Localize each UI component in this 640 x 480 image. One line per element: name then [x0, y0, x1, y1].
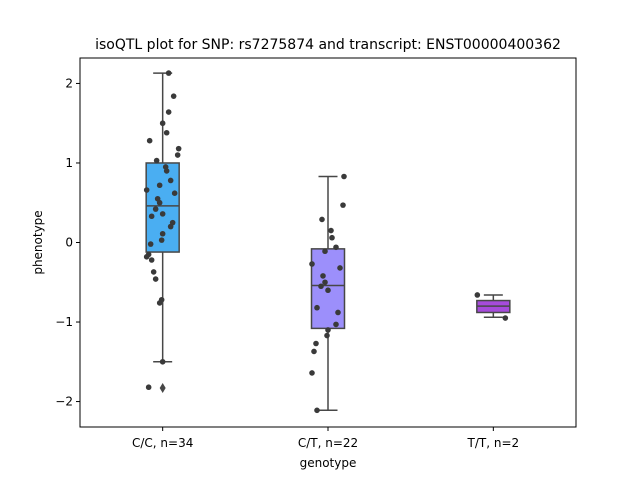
data-point	[156, 182, 163, 189]
data-point	[325, 327, 331, 333]
data-point	[318, 283, 324, 290]
data-point	[147, 241, 154, 247]
box-group	[476, 294, 511, 319]
data-point	[163, 168, 170, 174]
y-tick-label: −2	[55, 395, 73, 409]
box-group	[145, 72, 180, 394]
data-point	[335, 309, 341, 316]
data-point	[474, 292, 481, 298]
data-point	[146, 137, 153, 144]
y-axis: −2 −1 0 1 2	[55, 76, 80, 409]
data-point	[314, 304, 320, 311]
data-point	[329, 234, 335, 241]
data-point	[325, 287, 331, 294]
data-point	[319, 216, 325, 223]
data-point	[333, 321, 339, 328]
data-point	[143, 187, 150, 193]
data-point	[165, 70, 172, 76]
data-point	[333, 244, 339, 251]
outlier-marker	[159, 383, 166, 394]
data-point	[320, 273, 326, 279]
data-point	[163, 129, 170, 136]
data-point	[159, 211, 166, 217]
data-point	[324, 332, 330, 339]
data-point	[337, 265, 343, 271]
box-group	[310, 175, 346, 412]
data-point	[314, 407, 320, 414]
data-point	[148, 257, 155, 263]
data-point	[165, 109, 172, 115]
data-point	[167, 223, 174, 230]
data-point	[309, 261, 315, 267]
data-point	[322, 279, 328, 286]
x-tick-label: C/T, n=22	[298, 436, 358, 450]
data-point	[152, 276, 159, 282]
x-axis: C/C, n=34 C/T, n=22 T/T, n=2	[132, 427, 519, 450]
y-tick-label: 2	[65, 76, 73, 90]
iqr-box	[145, 162, 180, 253]
data-point	[143, 254, 150, 260]
data-point	[158, 237, 165, 243]
data-point	[152, 206, 159, 212]
data-point	[159, 230, 166, 237]
data-point	[150, 269, 157, 275]
data-point	[322, 248, 328, 255]
chart-title: isoQTL plot for SNP: rs7275874 and trans…	[95, 37, 561, 53]
data-point	[341, 173, 347, 180]
x-tick-label: C/C, n=34	[132, 436, 193, 450]
y-tick-label: 1	[65, 156, 73, 170]
data-point	[145, 384, 152, 391]
y-tick-label: −1	[55, 315, 73, 329]
data-point	[148, 213, 155, 220]
data-point	[313, 340, 319, 347]
data-point	[328, 227, 334, 234]
data-point	[156, 300, 163, 306]
data-point	[174, 152, 181, 158]
data-point	[171, 190, 178, 196]
data-point	[153, 157, 160, 164]
data-point	[309, 370, 315, 376]
y-axis-label: phenotype	[31, 210, 45, 274]
data-point	[311, 348, 317, 355]
data-point	[340, 202, 346, 208]
data-point	[159, 358, 166, 365]
data-point	[175, 145, 182, 152]
data-point	[170, 93, 177, 99]
x-tick-label: T/T, n=2	[467, 436, 520, 450]
data-point	[167, 177, 174, 184]
data-point	[159, 120, 166, 127]
data-point	[502, 315, 509, 321]
plot-area	[143, 70, 511, 414]
x-axis-label: genotype	[300, 456, 357, 470]
data-point	[156, 199, 163, 206]
y-tick-label: 0	[65, 236, 73, 250]
